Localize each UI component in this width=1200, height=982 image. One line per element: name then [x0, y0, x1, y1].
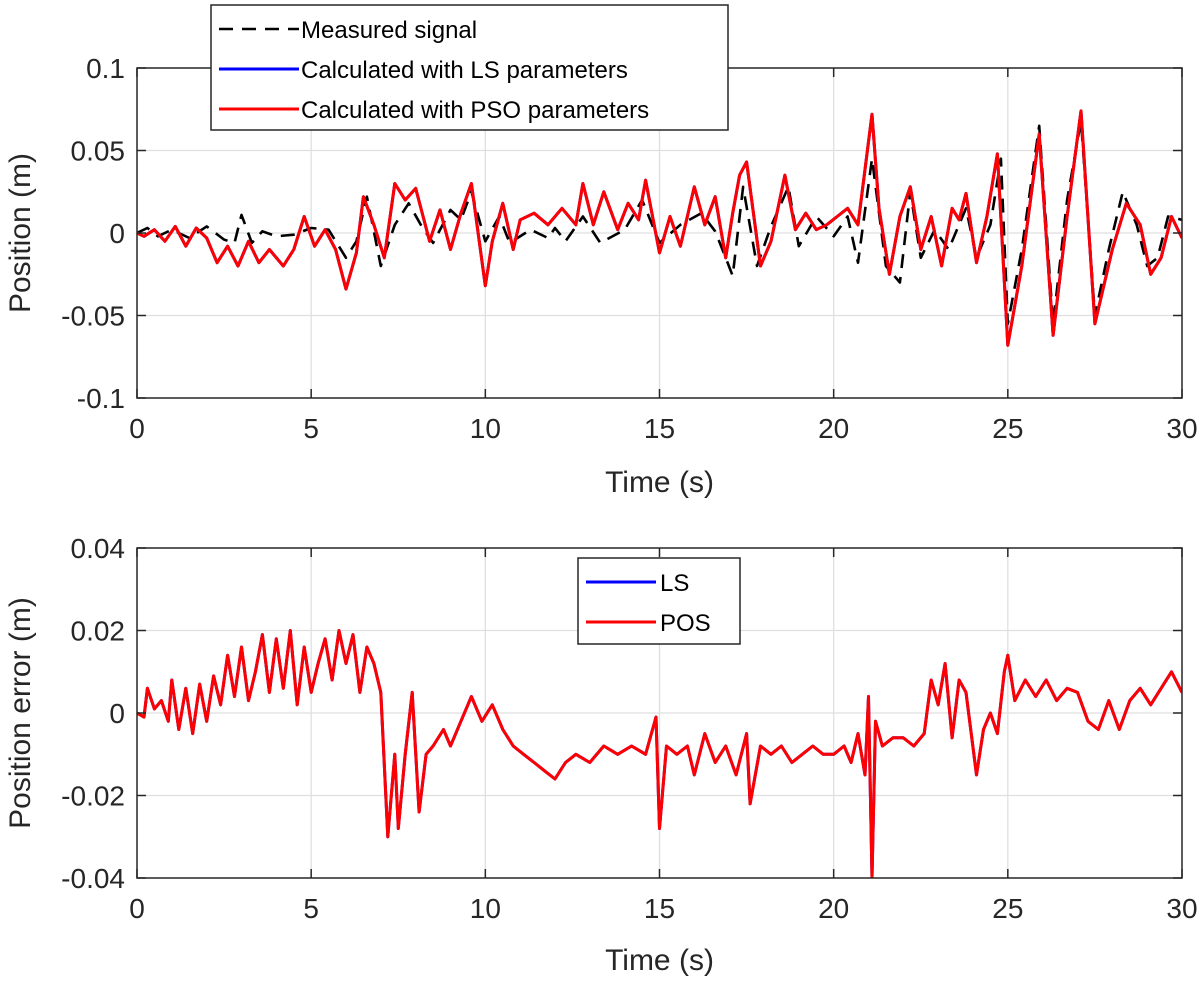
y-axis-label: Position (m) — [4, 153, 37, 313]
y-tick-label: 0 — [109, 698, 125, 729]
x-tick-label: 20 — [818, 893, 849, 924]
x-tick-label: 10 — [470, 413, 501, 444]
legend: Measured signal Calculated with LS parame… — [210, 4, 729, 131]
x-tick-label: 30 — [1166, 413, 1197, 444]
series-line-pos — [137, 629, 1182, 878]
y-tick-label: 0.05 — [71, 136, 126, 167]
series-group — [137, 629, 1182, 878]
y-tick-label: 0.02 — [71, 616, 126, 647]
x-tick-label: 5 — [303, 413, 319, 444]
y-tick-label: -0.02 — [61, 781, 125, 812]
legend-label: Calculated with PSO parameters — [301, 97, 649, 124]
series-line-calculated-with-pso-parameters — [137, 109, 1182, 347]
y-tick-label: -0.05 — [61, 301, 125, 332]
legend-label: Calculated with LS parameters — [301, 57, 628, 84]
legend-label: Measured signal — [301, 17, 477, 44]
x-tick-label: 20 — [818, 413, 849, 444]
chart-panel-2: 0 5 10 15 20 25 30 -0.04 -0.02 0 0.02 0.04 Time (s) P… — [4, 533, 1198, 977]
x-tick-label: 30 — [1166, 893, 1197, 924]
x-axis-label: Time (s) — [605, 944, 714, 977]
y-tick-label: 0.1 — [86, 53, 125, 84]
x-tick-label: 25 — [992, 893, 1023, 924]
x-tick-label: 0 — [129, 893, 145, 924]
legend-box — [577, 557, 741, 645]
x-tick-label: 15 — [644, 893, 675, 924]
y-tick-label: -0.04 — [61, 863, 125, 894]
y-tick-label: -0.1 — [77, 383, 125, 414]
legend-label: LS — [660, 570, 689, 597]
x-tick-label: 25 — [992, 413, 1023, 444]
chart-panel-1: 0 5 10 15 20 25 30 -0.1 -0.05 0 0.05 0.1 Time (s) Pos… — [4, 4, 1198, 499]
series-group — [137, 109, 1182, 347]
x-axis-label: Time (s) — [605, 466, 714, 499]
y-axis-label: Position error (m) — [4, 597, 37, 829]
y-tick-label: 0.04 — [71, 533, 126, 564]
x-tick-label: 0 — [129, 413, 145, 444]
series-line-measured-signal — [137, 119, 1182, 326]
legend-label: POS — [660, 610, 711, 637]
y-tick-label: 0 — [109, 218, 125, 249]
x-tick-label: 15 — [644, 413, 675, 444]
x-tick-label: 10 — [470, 893, 501, 924]
x-tick-label: 5 — [303, 893, 319, 924]
legend: LS POS — [577, 557, 741, 645]
